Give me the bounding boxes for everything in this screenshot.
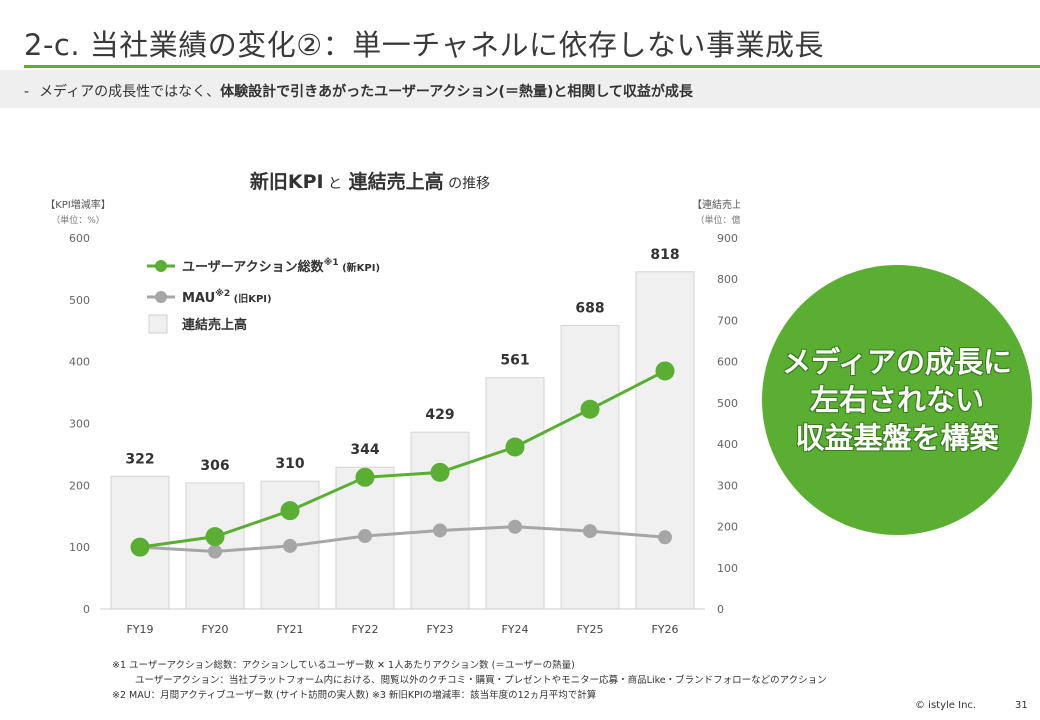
callout-line-2: 左右されない [809,383,984,417]
legend-swatch-marker [155,291,167,303]
legend-label-main: ユーザーアクション総数 [182,259,325,275]
legend-swatch-marker [155,260,167,272]
legend-label-main: 連結売上高 [182,317,247,333]
category-label: FY23 [426,623,453,636]
left-tick-label: 200 [69,479,90,492]
category-label: FY26 [651,623,678,636]
mau-point [433,523,447,538]
right-tick-label: 0 [717,603,724,616]
category-label: FY20 [201,623,228,636]
mau-point [208,544,222,559]
footnote-2: ※2 MAU：月間アクティブユーザー数 (サイト訪問の実人数) ※3 新旧KPI… [112,690,597,701]
legend-label-suffix: (旧KPI) [230,293,271,305]
subtitle-plain: メディアの成長性ではなく、 [39,84,221,100]
left-axis-unit: （単位：%） [51,214,105,226]
user-action-point [430,462,450,482]
category-label: FY22 [351,623,378,636]
subtitle-bold: 体験設計で引きあがったユーザーアクション(＝熱量)と相関して収益が成長 [220,84,693,100]
kpi-revenue-chart: 新旧KPI と 連結売上高 の推移【KPI増減率】 （単位：%） 【連結売上高】 （単… [45,170,740,636]
revenue-bar-label: 310 [275,456,304,472]
revenue-bar [485,377,545,610]
user-action-point [655,361,675,381]
left-tick-label: 100 [69,541,90,554]
footnotes: ※1 ユーザーアクション総数：アクションしているユーザー数 ✕ 1人あたりアクシ… [112,658,827,703]
user-action-point [280,501,300,521]
right-tick-label: 600 [717,356,738,369]
right-tick-label: 300 [717,479,738,492]
right-axis-unit: （単位：億円） [695,214,740,226]
right-tick-label: 700 [717,314,738,327]
subtitle-dash: - [24,84,30,100]
left-axis-label: 【KPI増減率】 [45,198,111,211]
chart-title-part-0: 新旧KPI [250,170,324,193]
mau-point [358,529,372,544]
user-action-point [580,399,600,419]
page-number: 31 [1015,700,1028,711]
legend-label-sup: ※1 [324,257,339,268]
chart-title-part-3: の推移 [444,176,490,192]
page-title: 2-c. 当社業績の変化②：単一チャネルに依存しない事業成長 [24,28,825,62]
user-action-point [355,467,375,487]
user-action-point [205,527,225,547]
left-tick-label: 600 [69,232,90,245]
legend-label-suffix: (新KPI) [339,261,380,274]
revenue-bar-label: 688 [575,300,604,316]
revenue-bar-label: 429 [425,407,454,423]
revenue-bar [635,271,695,610]
category-label: FY21 [276,623,303,636]
right-tick-label: 400 [717,438,738,451]
subtitle-band [0,70,1040,108]
copyright: © istyle Inc. [915,700,977,711]
legend-label: MAU※2 (旧KPI) [182,288,272,306]
right-tick-label: 900 [717,232,738,245]
user-action-line [139,369,666,549]
subtitle: - メディアの成長性ではなく、体験設計で引きあがったユーザーアクション(＝熱量)と… [24,81,693,101]
revenue-bar [410,431,470,610]
mau-point [283,538,297,553]
chart-title-part-1: と [324,176,342,192]
callout-line-1: メディアの成長に [782,345,1012,379]
right-tick-label: 200 [717,521,738,534]
footnote-1-detail: ユーザーアクション：当社プラットフォーム内における、閲覧以外のクチコミ・購買・プ… [135,675,827,686]
left-tick-label: 300 [69,418,90,431]
mau-point [583,524,597,539]
right-tick-label: 500 [717,397,738,410]
footnote-1: ※1 ユーザーアクション総数：アクションしているユーザー数 ✕ 1人あたりアクシ… [112,660,575,671]
revenue-bar-label: 344 [350,442,379,458]
callout-circle: メディアの成長に 左右されない 収益基盤を構築 [762,265,1032,535]
title-rule [24,65,1040,68]
mau-point [508,519,522,534]
callout-line-3: 収益基盤を構築 [795,421,999,455]
mau-line [139,525,666,553]
category-label: FY25 [576,623,603,636]
category-label: FY19 [126,623,153,636]
category-label: FY24 [501,623,528,636]
revenue-bar-label: 322 [125,451,154,467]
revenue-bar-label: 561 [500,353,529,369]
revenue-bar-label: 306 [200,458,229,474]
user-action-point [130,537,150,557]
revenue-bar-label: 818 [650,247,679,263]
legend-label: 連結売上高 [182,317,247,333]
left-tick-label: 0 [83,603,90,616]
legend-swatch-bar [148,314,168,334]
chart-title-part-2: 連結売上高 [342,170,444,193]
right-tick-label: 800 [717,273,738,286]
revenue-bar [560,324,620,610]
mau-point [658,530,672,545]
user-action-point [505,437,525,457]
callout-text: メディアの成長に 左右されない 収益基盤を構築 [782,343,1012,457]
right-axis-label: 【連結売上高】 [692,198,740,211]
right-tick-label: 100 [717,562,738,575]
legend-label-sup: ※2 [215,288,230,299]
left-tick-label: 400 [69,356,90,369]
legend-label: ユーザーアクション総数※1 (新KPI) [182,257,380,275]
left-tick-label: 500 [69,294,90,307]
chart-title: 新旧KPI と 連結売上高 の推移 [250,170,490,193]
legend-label-main: MAU [182,291,215,306]
